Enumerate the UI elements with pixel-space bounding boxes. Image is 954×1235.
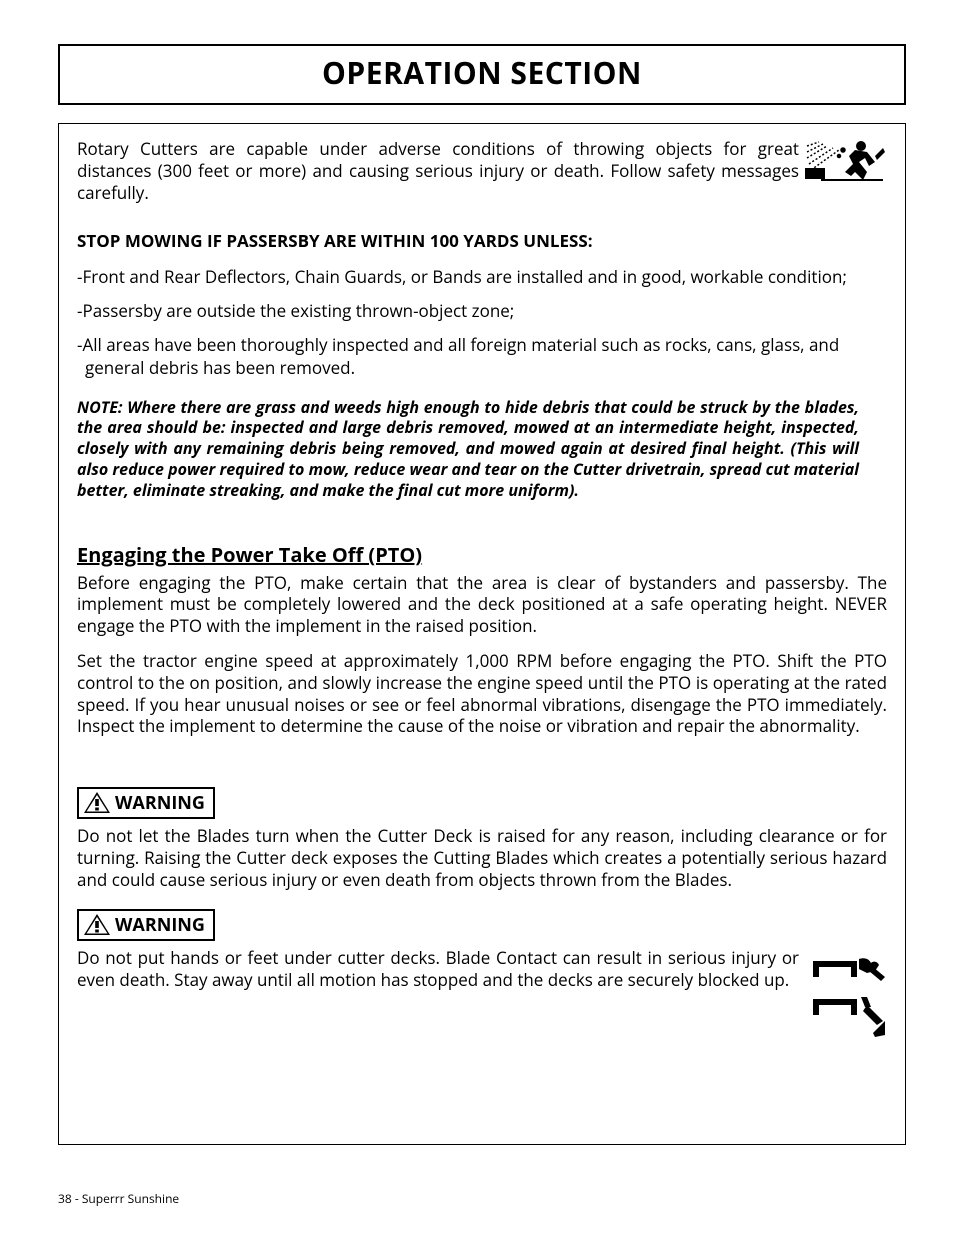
stop-bullet-3: -All areas have been thoroughly inspecte… (77, 334, 887, 378)
warning-label-2: WARNING (77, 909, 215, 941)
stop-bullet-2: -Passersby are outside the existing thro… (77, 300, 887, 322)
hands-feet-under-deck-icon (811, 955, 887, 1044)
stop-bullet-1: -Front and Rear Deflectors, Chain Guards… (77, 266, 887, 288)
pto-heading: Engaging the Power Take Off (PTO) (77, 541, 887, 568)
pto-paragraph-2: Set the tractor engine speed at approxim… (77, 650, 887, 736)
section-header-box: OPERATION SECTION (58, 44, 906, 105)
note-paragraph: NOTE: Where there are grass and weeds hi… (77, 397, 887, 501)
warning-label-2-text: WARNING (115, 913, 205, 937)
page-footer: 38 - Superrr Sunshine (58, 1190, 179, 1207)
content-frame: Rotary Cutters are capable under adverse… (58, 123, 906, 1145)
warning-2-text: Do not put hands or feet under cutter de… (77, 947, 799, 991)
thrown-object-running-icon (805, 138, 887, 203)
section-title: OPERATION SECTION (60, 52, 904, 93)
pto-paragraph-1: Before engaging the PTO, make certain th… (77, 572, 887, 637)
warning-triangle-icon (83, 913, 111, 937)
warning-1-text: Do not let the Blades turn when the Cutt… (77, 825, 887, 891)
warning-triangle-icon (83, 791, 111, 815)
warning-label-1-text: WARNING (115, 791, 205, 815)
warning-label-1: WARNING (77, 787, 215, 819)
intro-paragraph: Rotary Cutters are capable under adverse… (77, 138, 799, 203)
stop-mowing-heading: STOP MOWING IF PASSERSBY ARE WITHIN 100 … (77, 229, 887, 252)
